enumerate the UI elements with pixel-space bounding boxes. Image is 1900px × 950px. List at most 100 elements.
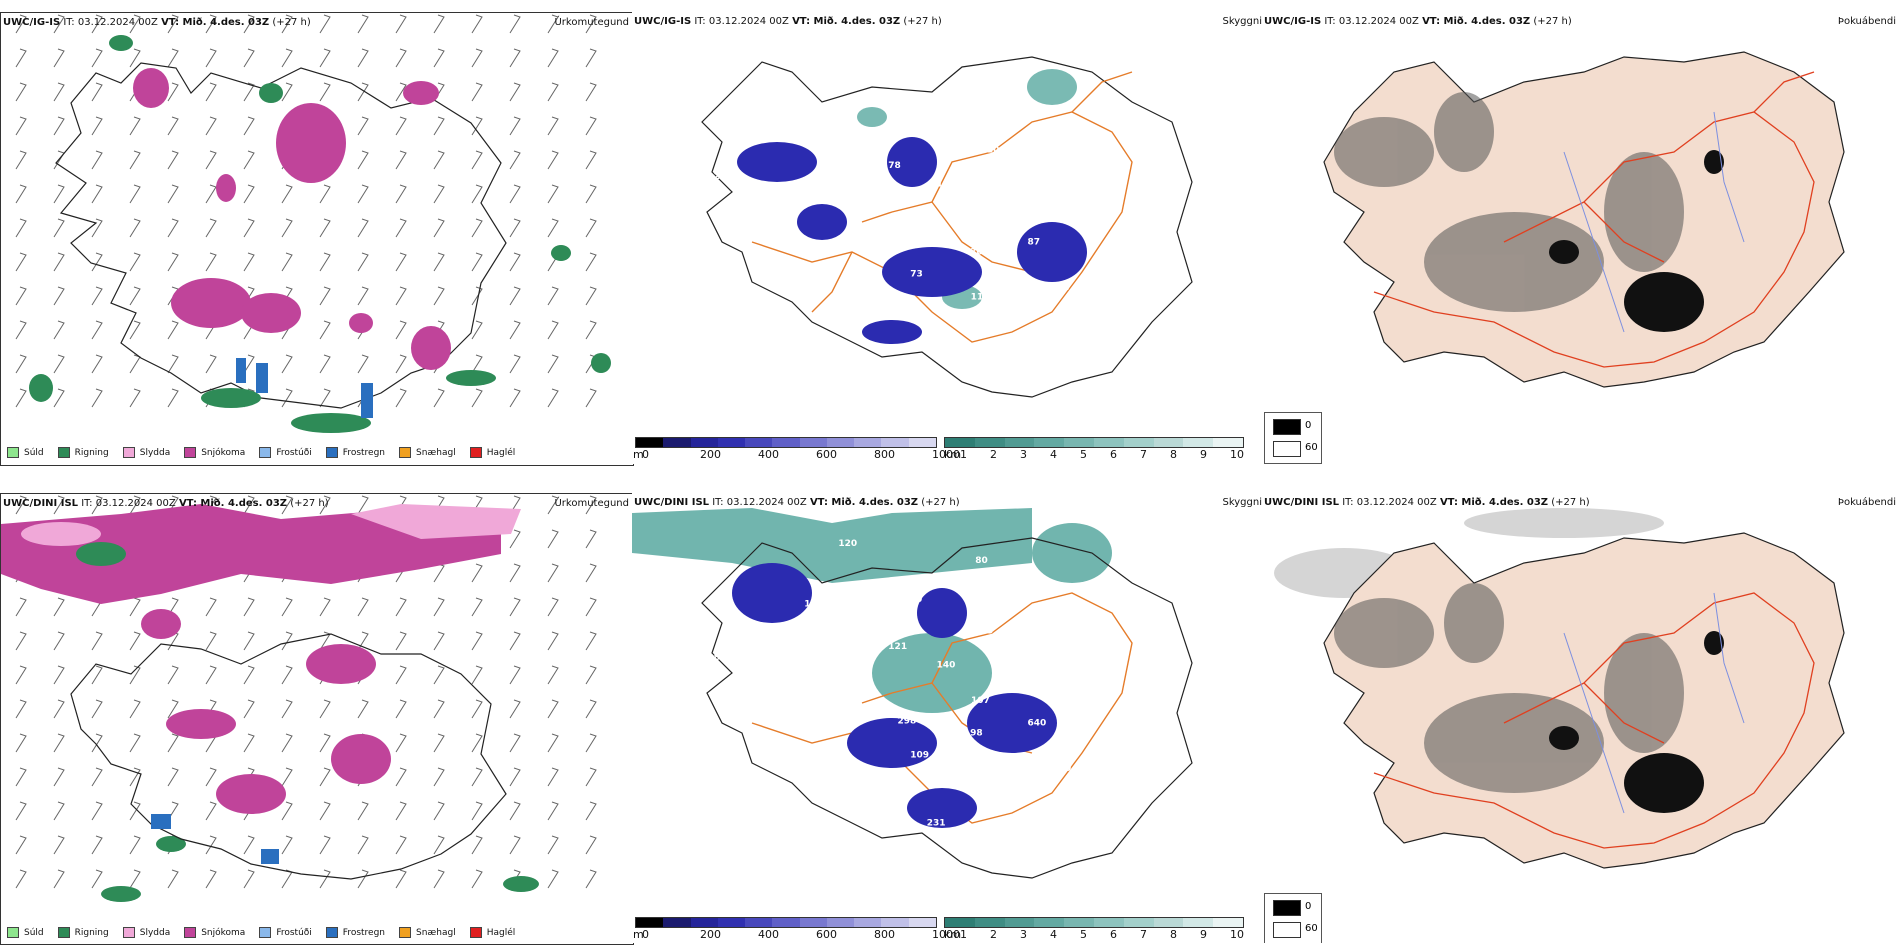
wind-barb (509, 597, 521, 617)
ceiling-value: 70 (910, 595, 923, 605)
ceiling-colorbar-bottom (635, 917, 937, 928)
it-label: IT: (694, 16, 706, 27)
legend-item: Snæhagl (399, 927, 456, 938)
wind-barb (395, 597, 407, 617)
wind-barb (509, 252, 521, 272)
wind-barb (471, 388, 483, 408)
wind-barb (91, 354, 103, 374)
wind-barb (357, 82, 369, 102)
legend-label: Rigning (74, 447, 109, 458)
wind-barb (509, 631, 521, 651)
legend-swatch (7, 447, 19, 458)
colorbar-cell (663, 438, 691, 447)
wind-barb (129, 320, 141, 340)
fog-panel-bottom: UWC/DINI ISL IT: 03.12.2024 00Z VT: Mið.… (1264, 493, 1900, 943)
ceiling-value: 118 (971, 293, 990, 303)
colorbar-tick: 10 (1230, 448, 1244, 461)
wind-barb (205, 116, 217, 136)
fog-dense (1549, 150, 1724, 332)
legend-swatch (7, 927, 19, 938)
ceiling-value: 87 (1059, 283, 1072, 293)
legend-item: Haglél (469, 927, 515, 938)
wind-barb (395, 116, 407, 136)
wind-barb (585, 320, 597, 340)
wind-barb (547, 835, 559, 855)
vis-colorbar-top (944, 437, 1244, 448)
ceiling-value: 156 (761, 702, 780, 712)
colorbar-cell (908, 438, 936, 447)
legend-item: Snjókoma (184, 447, 245, 458)
ceiling-value: 240 (975, 75, 994, 85)
ceiling-value: 124 (817, 172, 836, 182)
wind-barb (53, 767, 65, 787)
it-value: 03.12.2024 00Z (1356, 497, 1437, 508)
wind-barb (509, 388, 521, 408)
colorbar-cell (826, 918, 855, 927)
ceiling-value: 301 (970, 247, 989, 257)
wind-barb (205, 184, 217, 204)
wind-barb (319, 869, 331, 889)
precip-panel-bottom: UWC/DINI ISL IT: 03.12.2024 00Z VT: Mið.… (0, 493, 634, 945)
wind-barb (167, 252, 179, 272)
colorbar-cell (1213, 438, 1243, 447)
ceiling-value: 225 (998, 668, 1017, 678)
wind-barb (129, 495, 141, 515)
wind-barb (395, 354, 407, 374)
wind-barb (167, 699, 179, 719)
ceiling-value: 85 (762, 777, 775, 787)
ceiling-areas (732, 563, 1057, 828)
wind-barb (357, 631, 369, 651)
legend-swatch (399, 927, 412, 938)
wind-barb (395, 631, 407, 651)
wind-barb (243, 835, 255, 855)
wind-barb (509, 82, 521, 102)
lead-time: (+27 h) (1533, 16, 1572, 27)
wind-barb (167, 116, 179, 136)
legend-item: Slydda (122, 927, 170, 938)
wind-barb (471, 150, 483, 170)
precip-map-bottom (1, 495, 597, 902)
wind-barb (319, 354, 331, 374)
ceiling-value: 100 (937, 179, 956, 189)
wind-barb (53, 665, 65, 685)
wind-barb (91, 665, 103, 685)
wind-barb (319, 388, 331, 408)
wind-barb (15, 835, 27, 855)
wind-barb (585, 184, 597, 204)
legend-item: Haglél (469, 447, 515, 458)
ceiling-unit: m (633, 928, 644, 941)
wind-barb (433, 14, 445, 34)
wind-barb (243, 495, 255, 515)
precip-title: Úrkomutegund (554, 498, 629, 509)
wind-barb (357, 184, 369, 204)
ceiling-value: 75 (981, 626, 994, 636)
precip-map-top (15, 14, 611, 433)
legend-item: Frostregn (325, 927, 385, 938)
road-network (1373, 592, 1815, 849)
wind-barb (129, 665, 141, 685)
wind-barb (281, 184, 293, 204)
wind-barb (509, 48, 521, 68)
colorbar-cell (772, 438, 800, 447)
ceiling-value: 109 (910, 750, 929, 760)
legend-swatch (184, 447, 197, 458)
colorbar-cell (945, 438, 975, 447)
wind-barb (547, 733, 559, 753)
wind-barb (319, 218, 331, 238)
ceiling-value: 110 (981, 145, 1000, 155)
legend-swatch (259, 447, 272, 458)
vis-colorbar-bottom (944, 917, 1244, 928)
wind-barb (357, 699, 369, 719)
colorbar-cell (1183, 438, 1214, 447)
wind-barb (91, 218, 103, 238)
wind-barb (129, 733, 141, 753)
vis-unit: km (944, 928, 962, 941)
it-value: 03.12.2024 00Z (1338, 16, 1419, 27)
rivers (1563, 111, 1745, 333)
wind-barb (91, 184, 103, 204)
ceiling-colorbar-top (635, 437, 937, 448)
colorbar-cell (717, 438, 746, 447)
wind-barb (547, 82, 559, 102)
wind-barb (129, 184, 141, 204)
ceiling-value: 59 (998, 187, 1011, 197)
